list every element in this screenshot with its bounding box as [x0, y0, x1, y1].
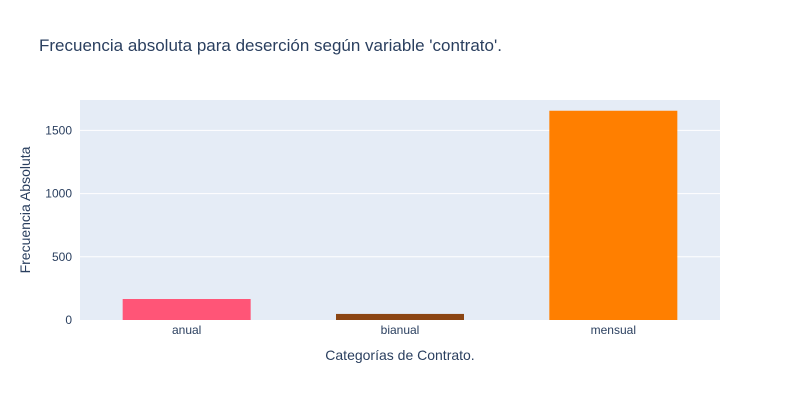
y-tick-label-2: 1000: [45, 187, 72, 201]
y-tick-label-1: 500: [52, 250, 72, 264]
x-tick-label-mensual: mensual: [591, 323, 636, 337]
y-tick-label-3: 1500: [45, 123, 72, 137]
bar-anual[interactable]: [122, 299, 251, 320]
y-axis-label: Frecuencia Absoluta: [17, 146, 33, 273]
bar-bianual[interactable]: [336, 313, 464, 320]
x-tick-labels: anual bianual mensual: [172, 323, 636, 337]
y-tick-labels: 0 500 1000 1500: [45, 123, 72, 327]
x-axis-label: Categorías de Contrato.: [325, 347, 474, 363]
x-tick-label-anual: anual: [172, 323, 201, 337]
bar-mensual[interactable]: [549, 110, 678, 320]
chart-title: Frecuencia absoluta para deserción según…: [39, 36, 502, 55]
bars: [122, 110, 678, 320]
y-tick-label-0: 0: [65, 313, 72, 327]
x-tick-label-bianual: bianual: [381, 323, 420, 337]
